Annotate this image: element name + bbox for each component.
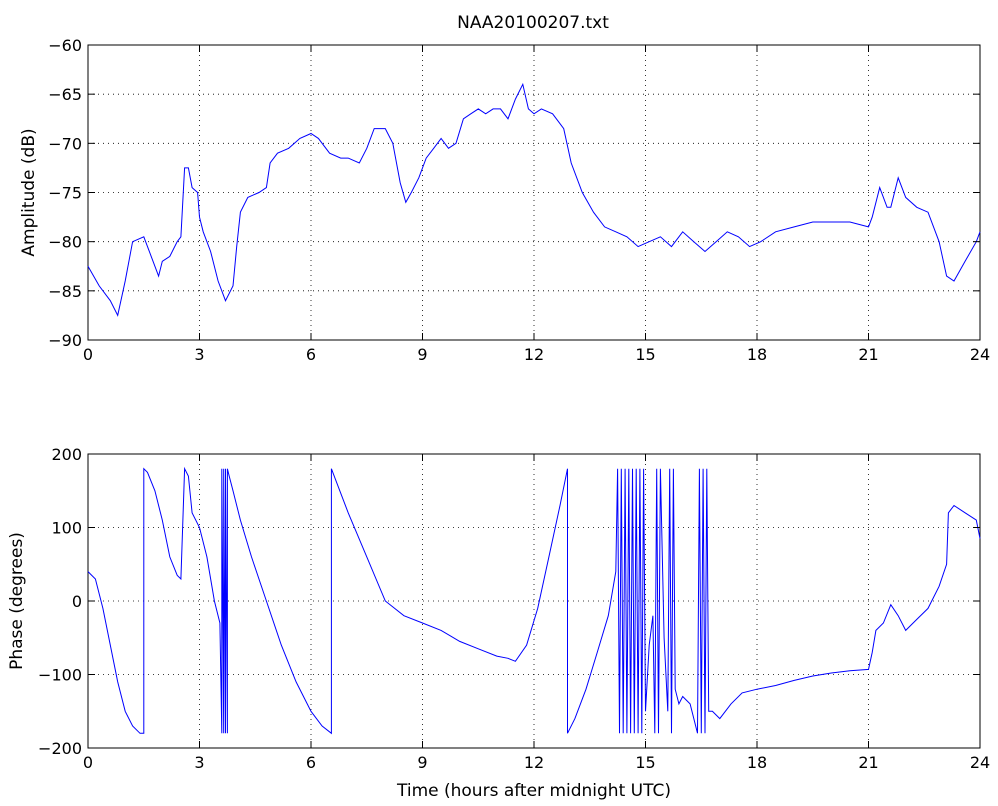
amplitude-y-tick-label: −85 bbox=[48, 282, 82, 301]
phase-y-tick-label: 0 bbox=[72, 592, 82, 611]
amplitude-trace bbox=[87, 82, 981, 317]
phase-x-tick-label: 3 bbox=[194, 753, 204, 772]
phase-y-tick-label: −100 bbox=[38, 666, 82, 685]
amplitude-x-tick-label: 18 bbox=[747, 345, 767, 364]
phase-y-tick-label: −200 bbox=[38, 739, 82, 758]
amplitude-axes: 0 3 6 9 12 15 18 21 24 −90 −85 −80 −75 −70 −65 −60 Ampl… bbox=[19, 36, 990, 364]
amplitude-ticks: 0 3 6 9 12 15 18 21 24 −90 −85 −80 −75 −70 −65 −60 bbox=[48, 36, 990, 364]
amplitude-x-tick-label: 21 bbox=[858, 345, 878, 364]
phase-x-tick-label: 18 bbox=[747, 753, 767, 772]
amplitude-y-tick-label: −90 bbox=[48, 331, 82, 350]
phase-x-tick-label: 21 bbox=[858, 753, 878, 772]
phase-x-tick-label: 24 bbox=[970, 753, 990, 772]
amplitude-x-tick-label: 6 bbox=[306, 345, 316, 364]
phase-x-tick-label: 9 bbox=[417, 753, 427, 772]
phase-y-tick-label: 100 bbox=[51, 519, 82, 538]
amplitude-y-tick-label: −70 bbox=[48, 134, 82, 153]
phase-y-axis-label: Phase (degrees) bbox=[7, 532, 27, 670]
amplitude-x-tick-label: 15 bbox=[635, 345, 655, 364]
amplitude-y-tick-label: −65 bbox=[48, 85, 82, 104]
chart-title: NAA20100207.txt bbox=[457, 13, 609, 33]
amplitude-x-tick-label: 12 bbox=[524, 345, 544, 364]
phase-axes: 0 3 6 9 12 15 18 21 24 −200 −100 0 100 200 Phase (deg… bbox=[7, 445, 990, 801]
phase-x-tick-label: 15 bbox=[635, 753, 655, 772]
phase-ticks: 0 3 6 9 12 15 18 21 24 −200 −100 0 100 200 bbox=[38, 445, 990, 772]
amplitude-y-tick-label: −75 bbox=[48, 184, 82, 203]
amplitude-x-tick-label: 9 bbox=[417, 345, 427, 364]
amplitude-y-tick-label: −60 bbox=[48, 36, 82, 55]
phase-x-tick-label: 6 bbox=[306, 753, 316, 772]
amplitude-x-tick-label: 24 bbox=[970, 345, 990, 364]
phase-x-tick-label: 0 bbox=[83, 753, 93, 772]
amplitude-x-tick-label: 3 bbox=[194, 345, 204, 364]
amplitude-y-tick-label: −80 bbox=[48, 233, 82, 252]
amplitude-y-axis-label: Amplitude (dB) bbox=[19, 128, 39, 256]
phase-trace bbox=[87, 466, 981, 735]
amplitude-x-tick-label: 0 bbox=[83, 345, 93, 364]
phase-x-axis-label: Time (hours after midnight UTC) bbox=[396, 781, 671, 801]
phase-x-tick-label: 12 bbox=[524, 753, 544, 772]
phase-y-tick-label: 200 bbox=[51, 445, 82, 464]
amplitude-gridlines bbox=[88, 45, 980, 340]
